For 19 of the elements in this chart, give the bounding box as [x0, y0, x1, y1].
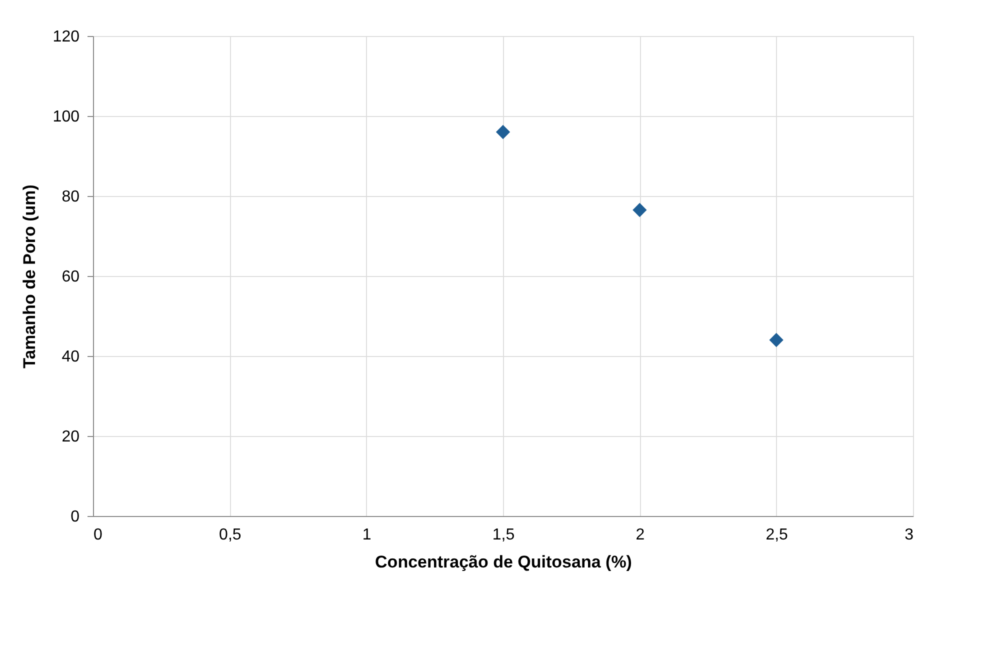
x-tick-label: 2,5: [766, 526, 788, 544]
x-tick-label: 1,5: [492, 526, 515, 544]
y-tick-label: 120: [52, 28, 80, 46]
y-tick-label: 60: [62, 268, 80, 286]
point: [632, 202, 647, 218]
point: [496, 124, 510, 140]
x-tick-label: 3: [904, 526, 914, 544]
y-tick-label: 100: [52, 108, 80, 126]
x-tick-label: 2: [636, 526, 645, 544]
y-tick-label: 80: [62, 188, 80, 206]
x-tick-label: 0,5: [219, 526, 242, 544]
y-tick-label: 0: [70, 508, 80, 526]
y-tick-label: 20: [62, 428, 80, 446]
point: [769, 332, 784, 348]
x-tick-label: 0: [94, 526, 102, 544]
x-tick-label: 1: [362, 526, 372, 544]
x-axis-title: Concentração de Quitosana (%): [375, 552, 632, 572]
y-tick-label: 40: [62, 348, 80, 366]
y-axis-title: Tamanho de Poro (um): [20, 184, 39, 368]
